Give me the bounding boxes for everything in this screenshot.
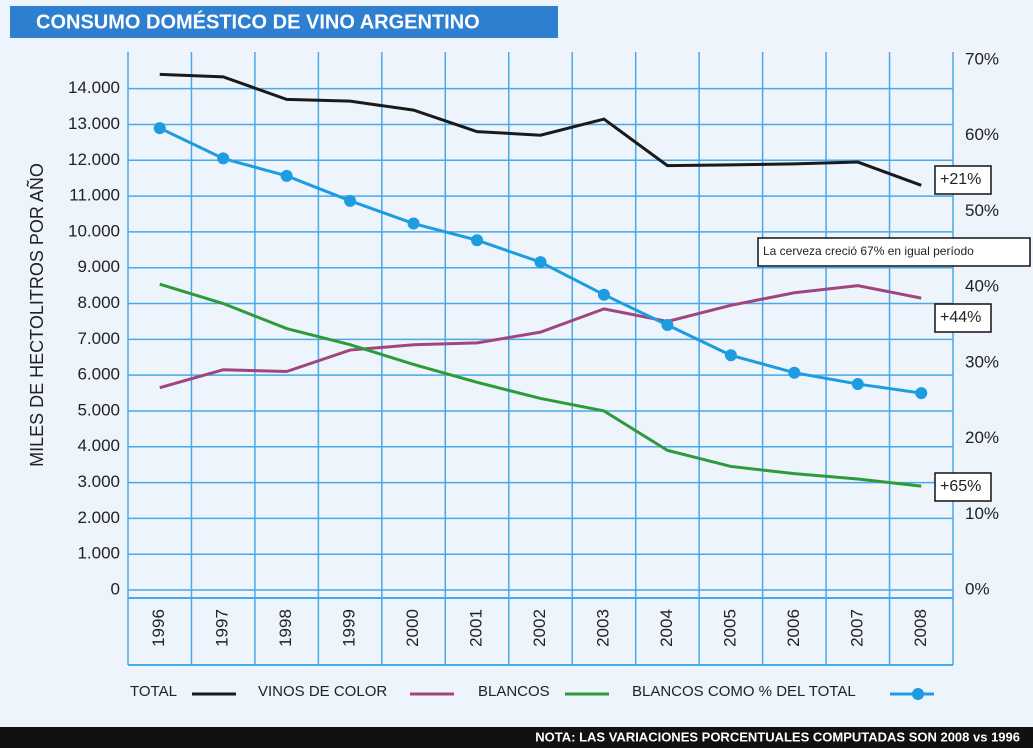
point: [344, 194, 357, 207]
y-tick-label: 10.000: [68, 221, 120, 240]
annotation: +44%: [940, 309, 981, 326]
y-tick-label: 6.000: [77, 365, 120, 384]
annotation-box: [934, 303, 992, 333]
x-tick-label: 2002: [530, 609, 549, 647]
y-tick-label: 3.000: [77, 472, 120, 491]
y2-tick-label: 0%: [965, 579, 990, 598]
y-tick-label: 8.000: [77, 293, 120, 312]
point: [724, 349, 737, 362]
x-tick-label: 2000: [403, 609, 422, 647]
legend-label: TOTAL: [130, 683, 177, 700]
legend-marker: [912, 688, 924, 700]
x-tick-label: 2008: [911, 609, 930, 647]
y-axis-label: MILES DE HECTOLITROS POR AÑO: [26, 163, 47, 467]
x-tick-label: 2005: [720, 609, 739, 647]
y2-tick-label: 70%: [965, 49, 999, 68]
x-tick-label: 1998: [276, 609, 295, 647]
legend-label: VINOS DE COLOR: [258, 683, 387, 700]
y2-tick-label: 10%: [965, 504, 999, 523]
series-line: [159, 72, 922, 187]
point: [217, 152, 230, 165]
y2-tick-label: 30%: [965, 352, 999, 371]
y-tick-label: 1.000: [77, 544, 120, 563]
series-line: [159, 284, 922, 390]
annotation: La cerveza creció 67% en igual período: [763, 244, 974, 258]
point: [153, 122, 166, 135]
y-tick-label: 13.000: [68, 114, 120, 133]
x-tick-label: 2004: [657, 609, 676, 647]
point: [661, 319, 674, 331]
series-line: [159, 282, 922, 488]
annotation-box: [757, 237, 1031, 267]
x-tick-label: 2006: [784, 609, 803, 647]
annotation: +65%: [940, 478, 981, 495]
point: [407, 217, 420, 230]
y-tick-label: 9.000: [77, 257, 120, 276]
y-tick-label: 11.000: [69, 186, 120, 205]
point: [788, 366, 801, 379]
point: [851, 378, 864, 391]
annotation: +21%: [940, 171, 981, 188]
y-tick-label: 2.000: [77, 508, 120, 527]
y-tick-label: 7.000: [77, 329, 120, 348]
note: NOTA: LAS VARIACIONES PORCENTUALES COMPU…: [535, 729, 1020, 744]
note-bar: [0, 727, 1033, 748]
x-tick-label: 2003: [593, 609, 612, 647]
x-tick-label: 2007: [847, 609, 866, 647]
point: [280, 169, 293, 182]
y2-tick-label: 50%: [965, 201, 999, 220]
x-tick-label: 2001: [467, 609, 486, 647]
y-tick-label: 14.000: [68, 78, 120, 97]
y2-tick-label: 40%: [965, 277, 999, 296]
y-tick-label: 4.000: [77, 436, 120, 455]
chart-title: CONSUMO DOMÉSTICO DE VINO ARGENTINO: [36, 10, 480, 33]
y-tick-label: 5.000: [77, 400, 120, 419]
point: [534, 256, 547, 269]
y2-tick-label: 20%: [965, 428, 999, 447]
legend-label: BLANCOS: [478, 683, 550, 700]
y2-tick-label: 60%: [965, 125, 999, 144]
legend-label: BLANCOS COMO % DEL TOTAL: [632, 683, 856, 700]
x-tick-label: 1996: [149, 609, 168, 647]
x-tick-label: 1997: [213, 609, 232, 647]
title-bar: [10, 6, 558, 38]
x-tick-label: 1999: [340, 609, 359, 647]
point: [915, 387, 928, 400]
y-tick-label: 12.000: [68, 150, 120, 169]
annotation-box: [934, 165, 992, 195]
point: [597, 288, 610, 301]
annotation-box: [934, 472, 992, 502]
point: [471, 234, 484, 247]
y-tick-label: 0: [111, 579, 120, 598]
